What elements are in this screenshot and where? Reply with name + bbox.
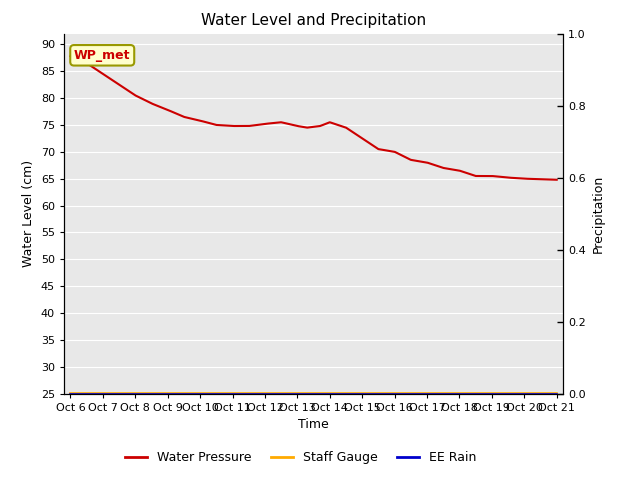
EE Rain <box>553 391 561 396</box>
EE Rain <box>67 391 74 396</box>
EE Rain <box>513 391 521 396</box>
EE Rain <box>528 391 536 396</box>
Staff Gauge <box>180 390 188 396</box>
Water Pressure <box>376 146 384 152</box>
Line: Water Pressure: Water Pressure <box>70 56 557 180</box>
Staff Gauge <box>67 390 74 396</box>
Title: Water Level and Precipitation: Water Level and Precipitation <box>201 13 426 28</box>
EE Rain <box>317 391 325 396</box>
Water Pressure <box>67 53 74 59</box>
Y-axis label: Water Level (cm): Water Level (cm) <box>22 160 35 267</box>
Staff Gauge <box>317 390 325 396</box>
Staff Gauge <box>553 390 561 396</box>
Staff Gauge <box>160 390 168 396</box>
EE Rain <box>160 391 168 396</box>
Water Pressure <box>485 173 493 179</box>
Water Pressure <box>362 138 369 144</box>
Staff Gauge <box>528 390 536 396</box>
Y-axis label: Precipitation: Precipitation <box>591 174 604 253</box>
Legend: Water Pressure, Staff Gauge, EE Rain: Water Pressure, Staff Gauge, EE Rain <box>120 446 482 469</box>
Text: WP_met: WP_met <box>74 49 131 62</box>
EE Rain <box>356 391 364 396</box>
Water Pressure <box>97 69 104 75</box>
Water Pressure <box>349 129 356 135</box>
Water Pressure <box>553 177 561 182</box>
Staff Gauge <box>513 390 521 396</box>
X-axis label: Time: Time <box>298 418 329 431</box>
Staff Gauge <box>356 390 364 396</box>
Water Pressure <box>435 164 443 169</box>
EE Rain <box>180 391 188 396</box>
